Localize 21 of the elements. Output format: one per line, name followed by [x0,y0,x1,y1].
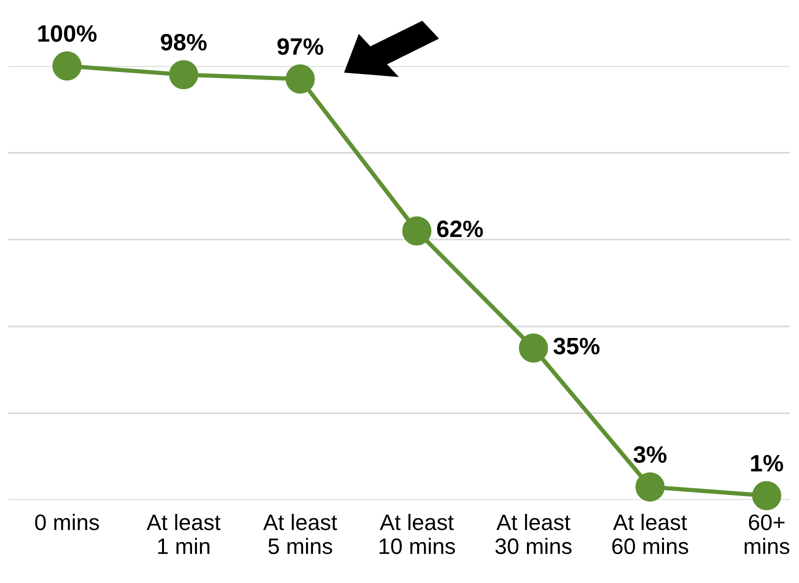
data-label: 3% [634,446,667,463]
point [52,51,82,81]
x-tick-label: At least 5 mins [263,514,338,554]
point [518,334,548,363]
data-label: 1% [751,454,784,472]
point [402,216,432,246]
data-label: 97% [277,38,324,55]
point [286,64,315,94]
point [635,472,665,502]
point [169,60,198,90]
x-tick-label: 0 mins [35,514,99,530]
x-tick-label: At least 10 mins [380,514,455,554]
data-label: 62% [437,220,483,238]
data-label: 100% [38,25,97,42]
x-tick-label: At least 1 min [146,514,221,554]
x-tick-label: 60+ mins [744,514,790,554]
point [752,481,782,510]
data-label: 98% [160,34,207,51]
x-tick-label: At least 60 mins [612,514,688,554]
data-label: 35% [553,338,600,354]
x-tick-label: At least 30 mins [495,514,572,554]
